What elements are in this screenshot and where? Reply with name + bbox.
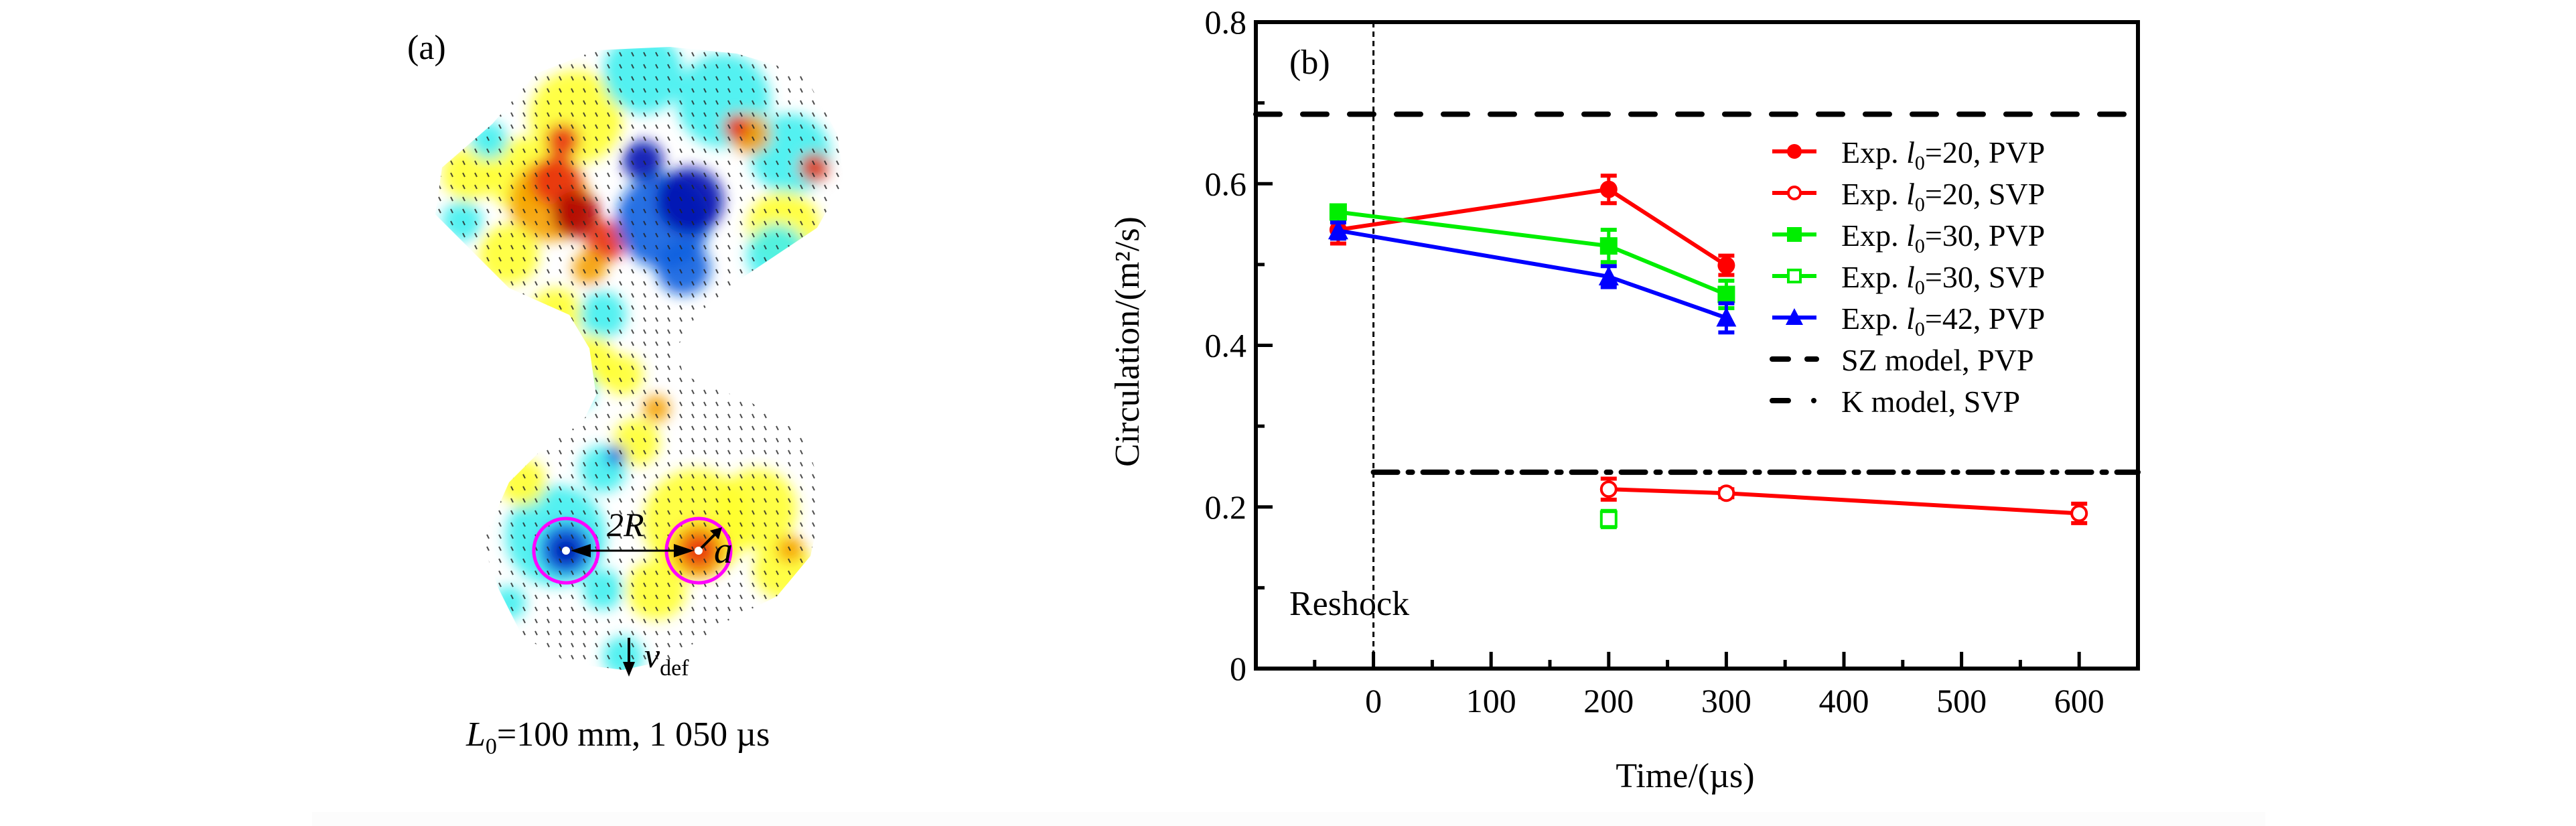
legend-item: Exp. l0=42, PVP — [1772, 301, 2045, 340]
filled-square-marker — [1599, 237, 1618, 255]
y-tick-label: 0.4 — [1205, 327, 1247, 364]
2r-dimension-arrow — [571, 544, 694, 557]
filled-circle-marker — [1787, 144, 1802, 159]
series-2 — [1329, 203, 1735, 311]
series-0 — [1329, 174, 1735, 277]
x-tick-label: 600 — [2054, 682, 2104, 719]
open-circle-marker — [1787, 186, 1802, 200]
filled-circle-marker — [1599, 180, 1618, 198]
legend-label: Exp. l0=20, PVP — [1841, 135, 2045, 174]
y-axis-label: Circulation/(m²/s) — [1108, 216, 1147, 467]
series-line — [1338, 187, 1728, 267]
radius-arrow — [700, 527, 722, 549]
filled-triangle-marker — [1786, 308, 1803, 325]
series-line — [1338, 228, 1727, 320]
open-circle-marker — [2070, 504, 2088, 523]
axis-ticks — [1256, 20, 2081, 671]
open-square-marker — [1599, 510, 1618, 528]
series-1 — [1599, 476, 2088, 525]
y-tick-label: 0 — [1230, 650, 1246, 687]
radius-label: a — [714, 530, 733, 571]
x-tick-label: 200 — [1583, 682, 1634, 719]
open-circle-marker — [1599, 480, 1618, 498]
panel-b-label: (b) — [1289, 44, 1330, 82]
legend-item: K model, SVP — [1770, 385, 2020, 419]
legend-item: Exp. l0=30, SVP — [1772, 260, 2045, 299]
right-vortex-center — [695, 547, 703, 555]
x-axis-label: Time/(µs) — [1616, 757, 1754, 795]
panel-a-vorticity-field: (a) 2R a vdef L0=100 mm — [407, 29, 844, 759]
x-tick-label: 500 — [1936, 682, 1987, 719]
filled-square-marker — [1329, 203, 1347, 221]
left-vortex-center — [562, 547, 570, 555]
x-tick-label: 0 — [1365, 682, 1382, 719]
velocity-vectors — [435, 47, 844, 670]
v-def-arrow — [623, 638, 635, 677]
filled-square-marker — [1787, 227, 1802, 242]
v-def-label: vdef — [644, 637, 689, 681]
reference-lines — [1253, 111, 2141, 475]
reshock-annotation: Reshock — [1289, 585, 1409, 623]
legend-item: SZ model, PVP — [1770, 343, 2034, 377]
legend-label: Exp. l0=42, PVP — [1841, 301, 2045, 340]
open-square-marker — [1787, 269, 1802, 283]
legend-item: Exp. l0=20, PVP — [1772, 135, 2045, 174]
legend-label: Exp. l0=30, SVP — [1841, 260, 2045, 299]
data-series — [1328, 174, 2088, 529]
filled-square-marker — [1717, 285, 1735, 303]
legend-label: SZ model, PVP — [1841, 343, 2034, 377]
tick-labels: 0 100 200 300 400 500 600 0 0.2 0.4 0.6 0.8 — [1205, 3, 2104, 719]
legend-swatch-dot — [1811, 398, 1816, 403]
x-tick-label: 300 — [1701, 682, 1751, 719]
x-tick-label: 100 — [1466, 682, 1516, 719]
series-line — [1338, 210, 1727, 297]
legend-label: Exp. l0=30, PVP — [1841, 218, 2045, 257]
series-line — [1608, 487, 2080, 516]
2r-label: 2R — [607, 506, 644, 543]
legend-label: Exp. l0=20, SVP — [1841, 177, 2045, 216]
series-3 — [1599, 508, 1618, 529]
panel-a-label: (a) — [407, 29, 446, 67]
x-tick-label: 400 — [1819, 682, 1869, 719]
open-circle-marker — [1717, 484, 1735, 502]
bottom-band — [312, 812, 2265, 826]
legend-label: K model, SVP — [1841, 385, 2020, 419]
filled-triangle-marker — [1598, 265, 1619, 285]
vorticity-patch — [556, 368, 596, 409]
y-tick-label: 0.2 — [1205, 488, 1247, 526]
filled-triangle-marker — [1328, 220, 1348, 240]
vorticity-map — [435, 47, 844, 670]
series-4 — [1328, 220, 1737, 335]
panel-a-caption: L0=100 mm, 1 050 µs — [466, 715, 770, 759]
legend-item: Exp. l0=30, PVP — [1772, 218, 2045, 257]
y-tick-label: 0.6 — [1205, 165, 1247, 202]
panel-b-circulation-chart: 0 100 200 300 400 500 600 0 0.2 0.4 0.6 0.8 (b) Res… — [1108, 3, 2141, 795]
legend-item: Exp. l0=20, SVP — [1772, 177, 2045, 216]
filled-triangle-marker — [1716, 307, 1737, 327]
filled-circle-marker — [1717, 257, 1735, 275]
y-tick-label: 0.8 — [1205, 3, 1247, 41]
